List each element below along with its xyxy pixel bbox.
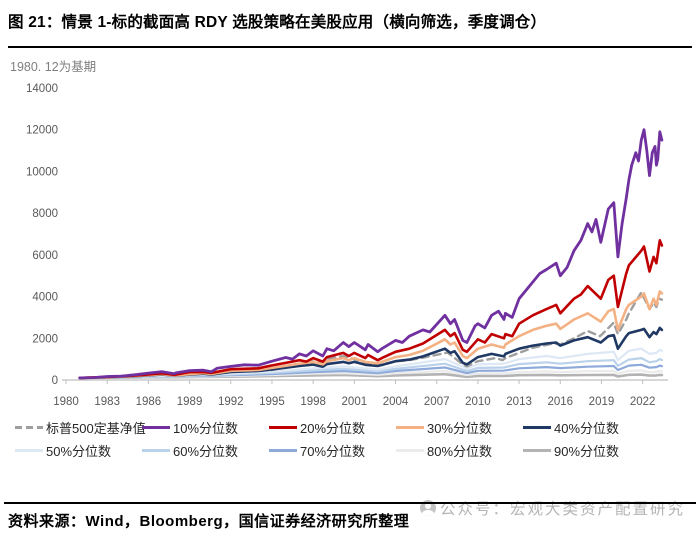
legend-line-marker — [523, 449, 551, 452]
svg-text:0: 0 — [52, 375, 58, 387]
svg-text:2022: 2022 — [630, 396, 656, 408]
svg-text:1992: 1992 — [218, 396, 244, 408]
line-chart: 1980 1983 1986 1989 1992 1995 1998 2001 2004 2007… — [26, 83, 668, 408]
legend-item: 80%分位数 — [396, 439, 523, 462]
legend-item: 10%分位数 — [142, 416, 269, 439]
legend-item: 30%分位数 — [396, 416, 523, 439]
wechat-account-icon — [420, 500, 436, 516]
legend-label: 50%分位数 — [46, 444, 112, 459]
figure-title: 图 21：情景 1-标的截面高 RDY 选股策略在美股应用（横向筛选，季度调仓） — [8, 14, 547, 31]
svg-text:2019: 2019 — [589, 396, 615, 408]
svg-text:10000: 10000 — [26, 166, 58, 178]
svg-text:1989: 1989 — [177, 396, 203, 408]
legend-line-marker — [15, 426, 43, 429]
svg-text:2016: 2016 — [547, 396, 573, 408]
svg-text:14000: 14000 — [26, 83, 58, 95]
legend-item: 20%分位数 — [269, 416, 396, 439]
legend-label: 20%分位数 — [300, 421, 366, 436]
legend-line-marker — [142, 426, 170, 429]
svg-text:8000: 8000 — [32, 208, 58, 220]
chart-legend: 标普500定基净值 10%分位数 20%分位数 30%分位数 40%分位数 50%分位数 6… — [15, 416, 691, 462]
legend-item: 90%分位数 — [523, 439, 650, 462]
svg-text:1986: 1986 — [136, 396, 162, 408]
legend-label: 90%分位数 — [554, 444, 620, 459]
bottom-divider — [4, 502, 696, 504]
legend-label: 40%分位数 — [554, 421, 620, 436]
svg-text:2013: 2013 — [506, 396, 532, 408]
svg-text:1995: 1995 — [259, 396, 285, 408]
legend-item: 50%分位数 — [15, 439, 142, 462]
svg-text:2004: 2004 — [383, 396, 409, 408]
legend-line-marker — [15, 449, 43, 452]
svg-text:2000: 2000 — [32, 333, 58, 345]
svg-text:2007: 2007 — [424, 396, 450, 408]
watermark-text: 公众号：宏观大类资产配置研究 — [440, 501, 686, 518]
legend-label: 10%分位数 — [173, 421, 239, 436]
base-period-note: 1980. 12为基期 — [10, 60, 97, 74]
legend-item: 70%分位数 — [269, 439, 396, 462]
legend-label: 60%分位数 — [173, 444, 239, 459]
svg-text:1980: 1980 — [53, 396, 79, 408]
svg-text:1998: 1998 — [300, 396, 326, 408]
legend-item: 40%分位数 — [523, 416, 650, 439]
legend-line-marker — [523, 426, 551, 429]
legend-label: 标普500定基净值 — [46, 421, 146, 436]
svg-text:2010: 2010 — [465, 396, 491, 408]
legend-item: 标普500定基净值 — [15, 416, 146, 439]
legend-line-marker — [269, 426, 297, 429]
legend-line-marker — [269, 449, 297, 452]
legend-label: 80%分位数 — [427, 444, 493, 459]
data-source: 资料来源：Wind，Bloomberg，国信证券经济研究所整理 — [8, 513, 410, 530]
legend-label: 30%分位数 — [427, 421, 493, 436]
svg-text:6000: 6000 — [32, 250, 58, 262]
svg-text:4000: 4000 — [32, 292, 58, 304]
legend-line-marker — [396, 426, 424, 429]
title-divider — [8, 46, 692, 48]
legend-line-marker — [396, 449, 424, 452]
svg-text:1983: 1983 — [94, 396, 120, 408]
legend-line-marker — [142, 449, 170, 452]
legend-item: 60%分位数 — [142, 439, 269, 462]
watermark: 公众号：宏观大类资产配置研究 — [420, 497, 685, 519]
svg-text:2001: 2001 — [342, 396, 368, 408]
svg-text:12000: 12000 — [26, 125, 58, 137]
legend-label: 70%分位数 — [300, 444, 366, 459]
